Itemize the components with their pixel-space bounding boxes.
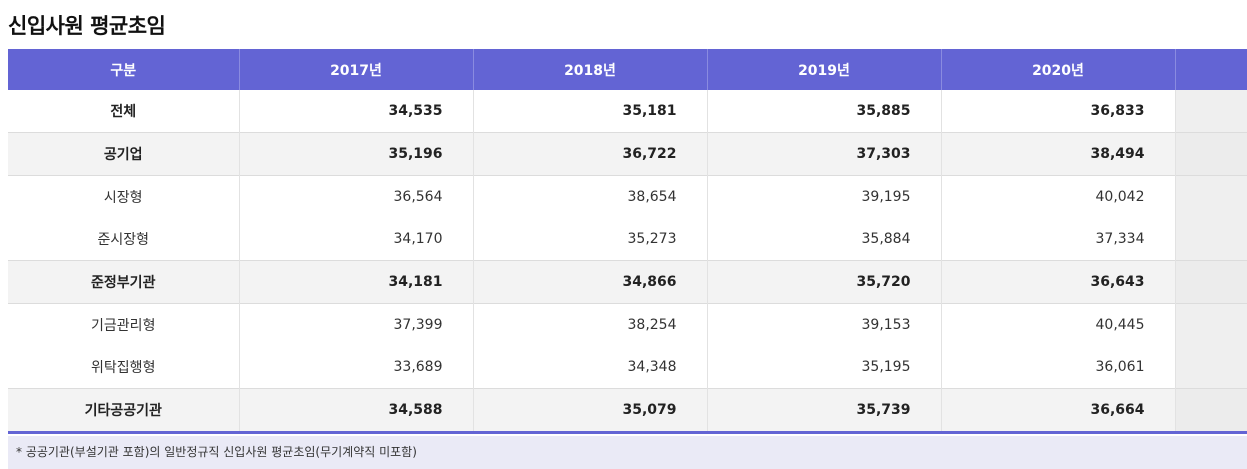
row-label: 준시장형 xyxy=(8,218,240,261)
cell-2017: 34,181 xyxy=(239,260,474,304)
cell-2020: 36,061 xyxy=(941,346,1176,389)
cell-empty xyxy=(1175,260,1247,304)
row-label: 준정부기관 xyxy=(8,260,240,304)
row-label: 기타공공기관 xyxy=(8,388,240,434)
cell-empty xyxy=(1175,90,1247,133)
row-label: 위탁집행형 xyxy=(8,346,240,389)
cell-2017: 36,564 xyxy=(239,175,474,218)
row-label: 기금관리형 xyxy=(8,303,240,346)
header-2018: 2018년 xyxy=(473,49,708,90)
cell-2019: 39,195 xyxy=(707,175,942,218)
header-empty xyxy=(1175,49,1247,90)
table-row: 준정부기관 34,181 34,866 35,720 36,643 xyxy=(8,260,1247,304)
table-row: 준시장형 34,170 35,273 35,884 37,334 xyxy=(8,218,1247,261)
cell-2020: 36,833 xyxy=(941,90,1176,133)
cell-empty xyxy=(1175,346,1247,389)
cell-empty xyxy=(1175,132,1247,176)
cell-2019: 35,195 xyxy=(707,346,942,389)
header-2019: 2019년 xyxy=(707,49,942,90)
cell-empty xyxy=(1175,303,1247,346)
cell-2018: 36,722 xyxy=(473,132,708,176)
cell-2018: 34,348 xyxy=(473,346,708,389)
cell-2019: 37,303 xyxy=(707,132,942,176)
cell-2020: 37,334 xyxy=(941,218,1176,261)
header-2020: 2020년 xyxy=(941,49,1176,90)
page-title: 신입사원 평균초임 xyxy=(8,14,166,38)
cell-2020: 38,494 xyxy=(941,132,1176,176)
cell-2019: 35,885 xyxy=(707,90,942,133)
table-header-row: 구분 2017년 2018년 2019년 2020년 xyxy=(8,49,1247,90)
cell-2019: 39,153 xyxy=(707,303,942,346)
cell-2020: 40,445 xyxy=(941,303,1176,346)
salary-table-container: 구분 2017년 2018년 2019년 2020년 전체 34,535 35,… xyxy=(8,49,1247,434)
header-category: 구분 xyxy=(8,49,240,90)
cell-empty xyxy=(1175,218,1247,261)
cell-2020: 36,643 xyxy=(941,260,1176,304)
salary-table: 구분 2017년 2018년 2019년 2020년 전체 34,535 35,… xyxy=(8,49,1247,434)
cell-2019: 35,739 xyxy=(707,388,942,434)
cell-2018: 35,181 xyxy=(473,90,708,133)
cell-2018: 35,079 xyxy=(473,388,708,434)
table-row: 전체 34,535 35,181 35,885 36,833 xyxy=(8,90,1247,133)
cell-2017: 35,196 xyxy=(239,132,474,176)
table-row: 시장형 36,564 38,654 39,195 40,042 xyxy=(8,175,1247,218)
cell-2020: 36,664 xyxy=(941,388,1176,434)
table-row: 기금관리형 37,399 38,254 39,153 40,445 xyxy=(8,303,1247,346)
cell-2017: 37,399 xyxy=(239,303,474,346)
cell-2019: 35,884 xyxy=(707,218,942,261)
table-row: 위탁집행형 33,689 34,348 35,195 36,061 xyxy=(8,346,1247,389)
cell-2017: 33,689 xyxy=(239,346,474,389)
cell-empty xyxy=(1175,388,1247,434)
cell-2017: 34,588 xyxy=(239,388,474,434)
row-label: 시장형 xyxy=(8,175,240,218)
row-label: 공기업 xyxy=(8,132,240,176)
cell-2017: 34,170 xyxy=(239,218,474,261)
cell-2017: 34,535 xyxy=(239,90,474,133)
header-2017: 2017년 xyxy=(239,49,474,90)
table-row: 기타공공기관 34,588 35,079 35,739 36,664 xyxy=(8,388,1247,434)
cell-2018: 34,866 xyxy=(473,260,708,304)
row-label: 전체 xyxy=(8,90,240,133)
footnote: * 공공기관(부설기관 포함)의 일반정규직 신입사원 평균초임(무기계약직 미… xyxy=(8,436,1247,469)
cell-2018: 38,654 xyxy=(473,175,708,218)
cell-2018: 38,254 xyxy=(473,303,708,346)
cell-empty xyxy=(1175,175,1247,218)
table-row: 공기업 35,196 36,722 37,303 38,494 xyxy=(8,132,1247,176)
cell-2019: 35,720 xyxy=(707,260,942,304)
cell-2018: 35,273 xyxy=(473,218,708,261)
cell-2020: 40,042 xyxy=(941,175,1176,218)
